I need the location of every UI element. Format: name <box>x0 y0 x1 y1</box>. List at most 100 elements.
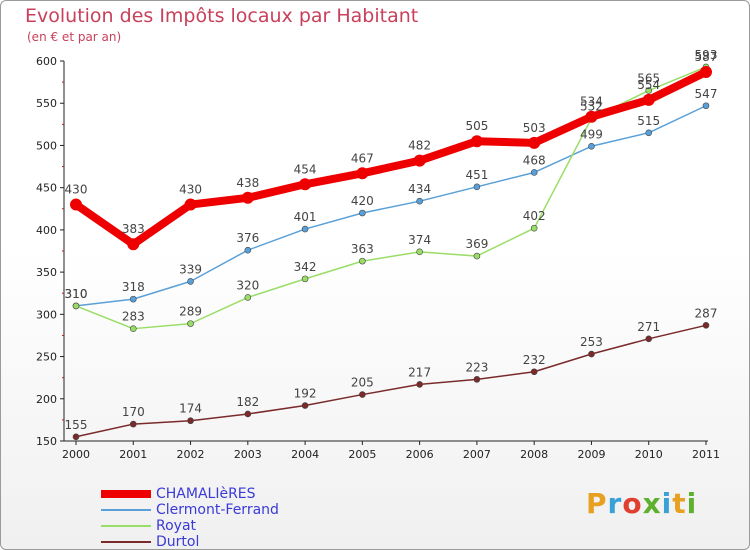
data-label: 587 <box>695 50 718 64</box>
x-tick-label: 2011 <box>692 448 720 461</box>
data-point <box>72 302 80 310</box>
data-label: 223 <box>465 360 488 374</box>
data-label: 430 <box>65 183 88 197</box>
data-label: 434 <box>408 182 431 196</box>
data-label: 451 <box>465 168 488 182</box>
data-point <box>187 320 194 327</box>
data-label: 420 <box>351 194 374 208</box>
data-label: 499 <box>580 127 603 141</box>
legend-label: Royat <box>156 518 197 534</box>
data-point <box>530 169 538 176</box>
data-point <box>473 252 481 260</box>
data-point <box>356 167 369 180</box>
data-label: 438 <box>236 176 259 190</box>
data-label: 515 <box>637 114 660 128</box>
y-tick-label: 300 <box>36 308 57 321</box>
data-label: 310 <box>65 287 88 301</box>
data-point <box>301 402 309 409</box>
legend-label: Clermont-Ferrand <box>156 502 279 518</box>
data-label: 339 <box>179 262 202 276</box>
data-point <box>470 135 483 148</box>
x-tick-label: 2001 <box>119 448 147 461</box>
legend-swatch <box>101 509 151 511</box>
data-point <box>70 198 82 211</box>
data-point <box>473 376 481 383</box>
data-label: 505 <box>465 119 488 133</box>
data-label: 217 <box>408 365 431 379</box>
data-point <box>359 391 366 398</box>
data-point <box>299 178 312 191</box>
data-point <box>416 381 423 388</box>
data-label: 205 <box>351 376 374 390</box>
y-tick-label: 350 <box>36 266 57 279</box>
data-point <box>473 183 481 191</box>
data-label: 320 <box>236 278 259 292</box>
data-point <box>585 110 598 123</box>
data-point <box>528 136 541 149</box>
data-label: 342 <box>294 260 317 274</box>
x-tick-label: 2003 <box>234 448 262 461</box>
proxiti-logo: Proxiti <box>586 487 698 520</box>
legend-item: Royat <box>101 518 279 534</box>
data-label: 289 <box>179 305 202 319</box>
data-label: 593 <box>695 48 718 62</box>
data-point <box>241 191 254 204</box>
series-line-0 <box>73 68 708 249</box>
data-label: 482 <box>408 139 431 153</box>
data-label: 467 <box>351 151 374 165</box>
data-point <box>702 322 710 329</box>
data-point <box>588 142 595 150</box>
x-tick-label: 2000 <box>62 448 90 461</box>
data-point <box>416 197 423 205</box>
data-label: 192 <box>294 387 317 401</box>
x-tick-label: 2009 <box>577 448 605 461</box>
data-label: 174 <box>179 402 202 416</box>
data-label: 554 <box>637 78 660 92</box>
data-label: 363 <box>351 242 374 256</box>
data-label: 503 <box>523 121 546 135</box>
legend-item: Clermont-Ferrand <box>101 502 279 518</box>
legend-item: Durtol <box>101 534 279 550</box>
data-label: 369 <box>465 237 488 251</box>
data-point <box>301 275 309 283</box>
data-label: 383 <box>122 222 145 236</box>
series-line-3 <box>75 324 707 438</box>
legend-swatch <box>101 525 151 527</box>
data-point <box>642 93 655 106</box>
x-tick-label: 2006 <box>406 448 434 461</box>
data-point <box>645 335 653 343</box>
data-label: 232 <box>523 353 546 367</box>
data-label: 271 <box>637 320 660 334</box>
legend-item: CHAMALIèRES <box>101 486 279 502</box>
y-tick-label: 550 <box>36 97 57 110</box>
chart-title: Evolution des Impôts locaux par Habitant <box>25 5 419 27</box>
x-tick-label: 2008 <box>520 448 548 461</box>
data-label: 534 <box>580 95 603 109</box>
series-line-1 <box>75 105 707 307</box>
data-point <box>244 246 252 254</box>
data-label: 547 <box>695 87 718 101</box>
data-point <box>413 154 426 167</box>
data-label: 454 <box>294 162 317 176</box>
data-point <box>359 209 366 217</box>
data-point <box>702 102 710 110</box>
data-label: 402 <box>523 209 546 223</box>
legend-swatch <box>101 541 151 543</box>
data-point <box>588 350 595 358</box>
y-tick-label: 500 <box>36 139 57 152</box>
data-label: 376 <box>236 231 259 245</box>
y-tick-label: 450 <box>36 182 57 195</box>
data-label: 310 <box>65 287 88 301</box>
data-point <box>129 420 137 428</box>
data-point <box>72 433 80 441</box>
data-point <box>129 325 137 332</box>
legend-swatch <box>101 490 151 498</box>
legend-label: Durtol <box>156 534 200 550</box>
data-point <box>359 257 366 265</box>
data-point <box>244 294 252 301</box>
x-tick-label: 2002 <box>177 448 205 461</box>
legend: CHAMALIèRES Clermont-Ferrand Royat Durtol <box>101 486 279 550</box>
x-tick-label: 2007 <box>463 448 491 461</box>
data-label: 318 <box>122 280 145 294</box>
